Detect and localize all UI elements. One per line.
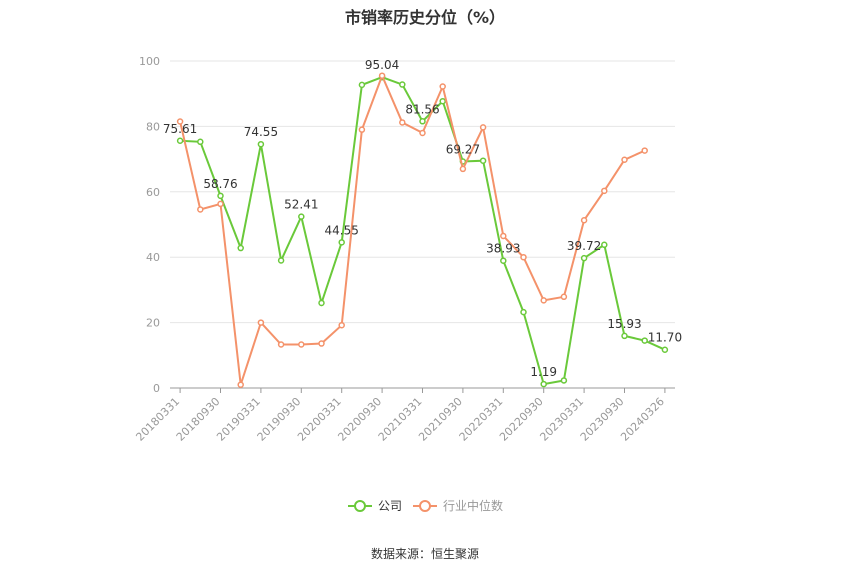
industry-median-point	[298, 341, 305, 348]
industry-median-point	[419, 129, 426, 137]
industry-median-point	[399, 119, 406, 126]
industry-median-point	[540, 297, 547, 304]
x-tick-label: 20240326	[618, 395, 667, 444]
data-label: 74.55	[244, 125, 278, 139]
company-point	[358, 81, 366, 89]
company-point	[621, 332, 628, 340]
company-point	[520, 308, 527, 316]
company-point	[217, 192, 224, 200]
y-tick-label: 40	[146, 251, 160, 264]
industry-median-line	[179, 73, 646, 386]
chart-title: 市销率历史分位（%）	[344, 8, 506, 27]
industry-median-point	[378, 72, 386, 79]
industry-median-point	[580, 216, 588, 224]
data-label: 95.04	[365, 58, 399, 72]
company-point	[580, 254, 588, 262]
data-label: 75.61	[163, 122, 197, 136]
company-point	[338, 239, 345, 246]
legend-company-marker	[354, 500, 366, 512]
data-label: 38.93	[486, 242, 520, 256]
legend-company-label: 公司	[378, 499, 402, 513]
company-point	[176, 137, 184, 145]
industry-median-point	[479, 124, 487, 131]
company-point	[318, 299, 325, 307]
data-label: 81.56	[405, 102, 439, 116]
data-label: 58.76	[203, 177, 237, 191]
industry-median-point	[621, 156, 628, 164]
industry-median-point	[197, 206, 204, 213]
industry-median-point	[641, 147, 648, 154]
industry-median-point	[459, 165, 467, 173]
industry-median-point	[338, 321, 345, 329]
industry-median-point	[217, 200, 224, 208]
industry-median-point	[500, 232, 507, 240]
industry-median-point	[439, 83, 446, 90]
y-tick-label: 60	[146, 186, 160, 199]
company-point	[419, 118, 426, 125]
legend-industry-marker	[419, 500, 431, 512]
data-source: 数据来源：恒生聚源	[370, 547, 479, 561]
data-label: 44.55	[325, 223, 359, 237]
data-label: 1.19	[530, 365, 557, 379]
industry-median-point	[560, 293, 568, 301]
legend-industry-label: 行业中位数	[443, 498, 503, 513]
company-point	[399, 81, 406, 88]
data-label: 11.70	[648, 331, 682, 345]
company-point	[257, 140, 265, 148]
data-label: 39.72	[567, 239, 601, 253]
data-label: 15.93	[607, 317, 641, 331]
data-label: 69.27	[446, 142, 480, 156]
company-point	[439, 97, 446, 105]
company-point	[479, 157, 487, 164]
company-point	[298, 213, 305, 220]
company-point	[540, 380, 547, 388]
industry-median-point	[601, 187, 608, 195]
company-point	[197, 138, 204, 146]
y-tick-label: 20	[146, 317, 160, 330]
company-point	[500, 257, 507, 264]
company-point	[661, 346, 669, 353]
company-point	[237, 244, 244, 252]
industry-median-point	[277, 341, 285, 348]
industry-median-point	[520, 253, 527, 261]
industry-median-point	[237, 381, 244, 388]
industry-median-point	[318, 340, 325, 347]
y-tick-label: 100	[139, 55, 160, 68]
y-tick-label: 80	[146, 120, 160, 133]
industry-median-point	[257, 319, 265, 326]
company-point	[277, 257, 285, 264]
company-point	[601, 241, 608, 249]
y-tick-label: 0	[153, 382, 160, 395]
industry-median-point	[358, 126, 366, 133]
company-point	[560, 377, 568, 384]
industry-median-point	[176, 118, 184, 125]
data-label: 52.41	[284, 198, 318, 212]
company-point	[641, 337, 648, 344]
